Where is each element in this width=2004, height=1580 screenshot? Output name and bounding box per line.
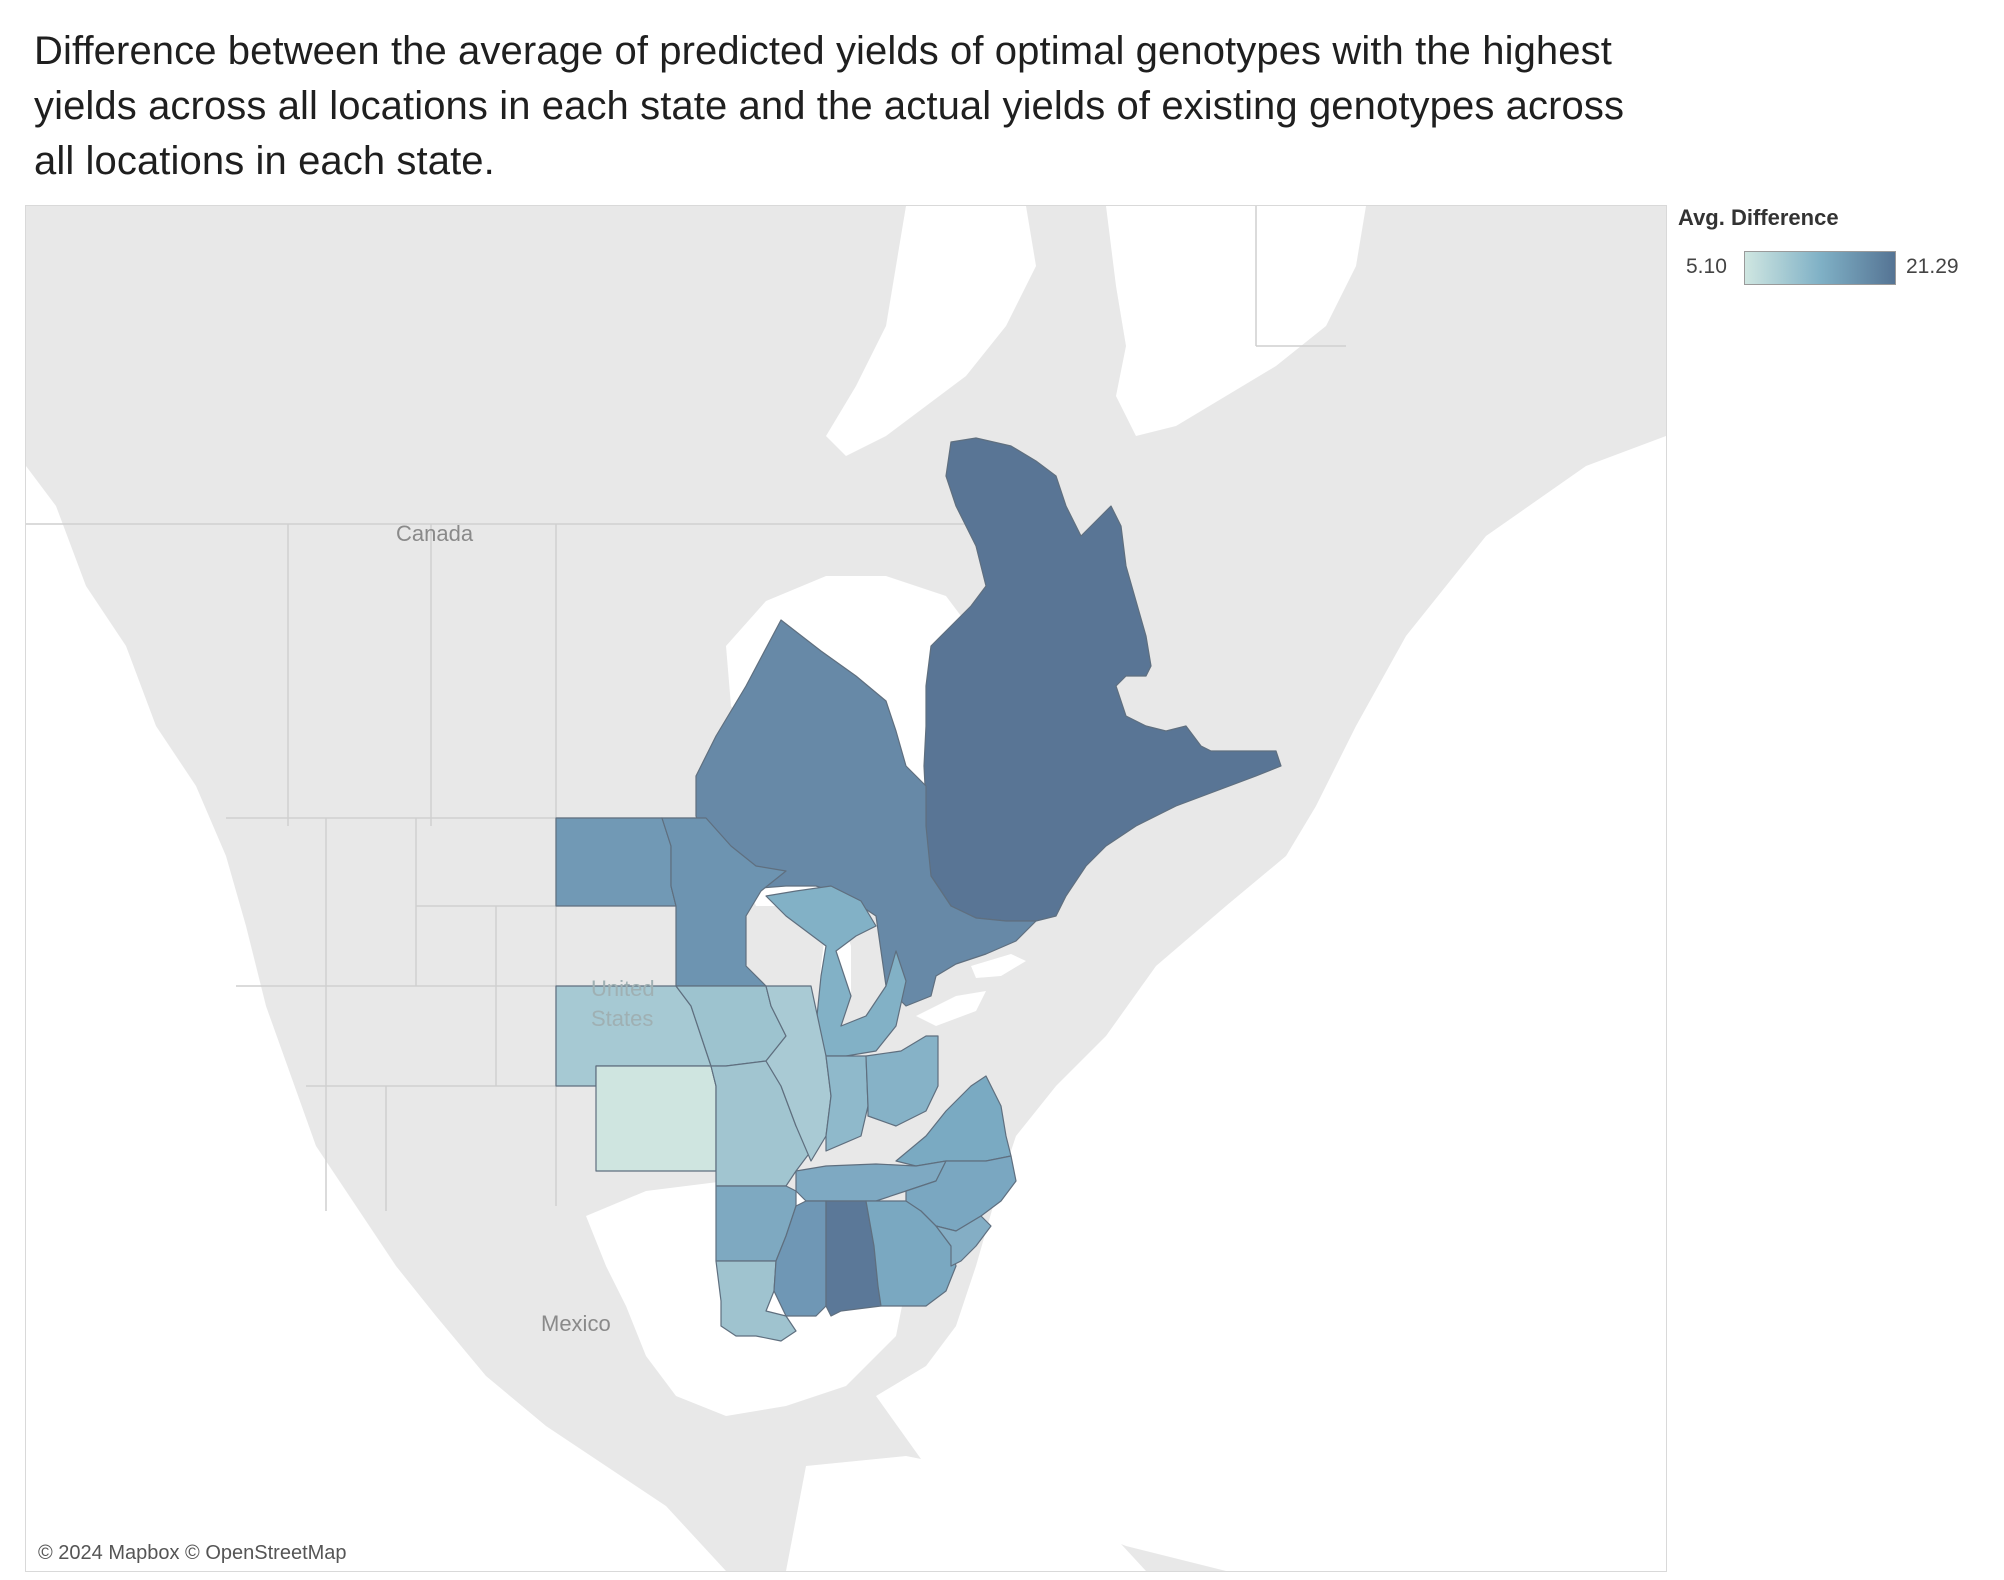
legend-title: Avg. Difference bbox=[1678, 205, 1839, 230]
arctic-ocean bbox=[826, 206, 1036, 456]
region-georgia[interactable] bbox=[865, 1200, 957, 1307]
map-area[interactable]: Canada United States Mexico © 2024 Mapbox… bbox=[25, 205, 1667, 1572]
legend-min-label: 5.10 bbox=[1686, 255, 1727, 278]
atlantic-ocean bbox=[876, 436, 1666, 1571]
lake-ontario bbox=[971, 954, 1026, 978]
region-illinois[interactable] bbox=[765, 985, 832, 1162]
region-mississippi[interactable] bbox=[773, 1200, 827, 1317]
caribbean-sea bbox=[786, 1456, 1146, 1571]
label-united-states: United States bbox=[591, 976, 655, 1031]
lake-erie bbox=[916, 991, 986, 1026]
legend-gradient-bar bbox=[1744, 251, 1896, 285]
label-mexico: Mexico bbox=[541, 1311, 611, 1336]
region-ohio[interactable] bbox=[865, 1035, 939, 1127]
region-quebec[interactable] bbox=[923, 437, 1282, 922]
region-kansas[interactable] bbox=[595, 1065, 717, 1172]
map-attribution[interactable]: © 2024 Mapbox © OpenStreetMap bbox=[34, 1542, 351, 1565]
color-legend: Avg. Difference 5.10 21.29 bbox=[1678, 205, 1998, 295]
label-canada: Canada bbox=[396, 521, 474, 546]
map-canvas[interactable]: Canada United States Mexico bbox=[26, 206, 1666, 1571]
region-minnesota[interactable] bbox=[661, 817, 787, 987]
choropleth-regions[interactable] bbox=[555, 437, 1282, 1342]
region-south-carolina[interactable] bbox=[920, 1210, 992, 1267]
region-north-dakota[interactable] bbox=[555, 817, 677, 907]
region-missouri[interactable] bbox=[710, 1060, 812, 1187]
baffin-bay bbox=[1106, 206, 1366, 436]
pacific-ocean bbox=[26, 466, 726, 1571]
legend-max-label: 21.29 bbox=[1906, 255, 1959, 278]
chart-title: Difference between the average of predic… bbox=[34, 29, 1625, 183]
region-michigan[interactable] bbox=[765, 885, 907, 1057]
